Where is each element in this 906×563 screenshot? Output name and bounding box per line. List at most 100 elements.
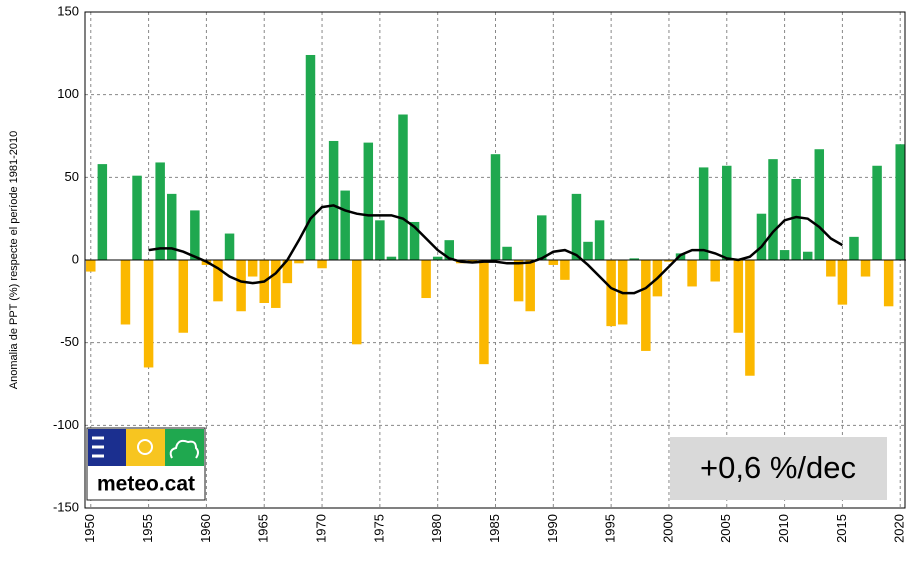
bar: [826, 260, 836, 277]
y-tick-label: 150: [57, 3, 79, 18]
bar: [155, 162, 165, 260]
bar: [710, 260, 720, 282]
bar: [571, 193, 582, 260]
bar: [502, 246, 512, 260]
bar: [398, 114, 408, 260]
bar: [895, 144, 905, 260]
bar: [294, 260, 304, 264]
bar: [444, 240, 454, 260]
bar: [213, 260, 223, 302]
bar: [328, 140, 339, 260]
bar: [733, 260, 744, 333]
y-tick-label: 100: [57, 86, 79, 101]
x-tick-label: 2010: [776, 514, 791, 543]
bar: [745, 260, 755, 376]
logo: meteo.cat: [86, 427, 206, 501]
bar: [779, 250, 790, 260]
logo-green: [165, 429, 204, 466]
bar: [409, 221, 420, 260]
x-tick-label: 1955: [140, 514, 155, 543]
x-tick-label: 2020: [892, 514, 906, 543]
bar: [537, 215, 547, 260]
bar: [282, 260, 293, 284]
bar: [351, 260, 362, 345]
bar: [271, 260, 281, 308]
annotation: +0,6 %/dec: [700, 450, 856, 485]
bar: [375, 220, 385, 260]
bar: [698, 167, 709, 260]
logo-cloud: [169, 439, 199, 459]
bar: [768, 159, 778, 260]
bar: [432, 256, 443, 260]
logo-yellow: [126, 429, 165, 466]
bar: [120, 260, 131, 325]
x-tick-label: 2000: [660, 514, 675, 543]
bar: [166, 193, 177, 260]
logo-lines: [92, 436, 104, 458]
bar: [490, 154, 501, 260]
bar: [479, 260, 489, 365]
bar: [548, 260, 559, 265]
x-tick-label: 1950: [82, 514, 97, 543]
x-tick-label: 1960: [198, 514, 213, 543]
bar: [190, 210, 200, 260]
bar: [802, 251, 813, 260]
x-tick-label: 1980: [429, 514, 444, 543]
bar: [606, 260, 616, 327]
bar: [143, 260, 154, 368]
bar: [687, 260, 697, 287]
plot-area: -150 -100 -50 0 50 100 150 1950 1955 1960 1965 1970…: [53, 3, 906, 543]
bar: [513, 260, 524, 302]
y-tick-label: -100: [53, 417, 79, 432]
x-tick-label: 1965: [256, 514, 271, 543]
bar: [560, 260, 570, 280]
bar: [340, 190, 350, 260]
x-tick-label: 2005: [718, 514, 733, 543]
x-tick-label: 1990: [545, 514, 560, 543]
bar: [247, 260, 258, 277]
trend-line: [148, 204, 844, 295]
bar: [132, 175, 142, 260]
x-tick-label: 1985: [487, 514, 502, 543]
bar: [178, 260, 189, 333]
bar: [860, 260, 871, 277]
bar: [317, 260, 327, 269]
bar: [849, 236, 859, 260]
y-tick-label: 50: [65, 169, 79, 184]
y-tick-label: -150: [53, 499, 79, 514]
logo-sun: [137, 439, 153, 455]
bar: [629, 258, 640, 260]
logo-text: meteo.cat: [97, 473, 195, 496]
bar: [583, 241, 593, 260]
bar: [641, 260, 651, 351]
bar: [756, 213, 767, 260]
bar: [421, 260, 431, 299]
bar: [594, 220, 605, 260]
x-tick-label: 1995: [603, 514, 618, 543]
bar: [386, 256, 397, 260]
bar: [236, 260, 246, 312]
bar: [467, 260, 478, 262]
x-tick-label: 1970: [313, 514, 328, 543]
bar: [525, 260, 535, 312]
bar: [837, 260, 848, 305]
bar: [97, 164, 108, 260]
x-tick-label: 1975: [371, 514, 386, 543]
bar: [363, 142, 374, 260]
bar: [224, 233, 235, 260]
bar: [722, 165, 732, 260]
bar: [883, 260, 894, 307]
y-tick-label: 0: [72, 251, 79, 266]
bar: [664, 260, 674, 262]
x-tick-label: 2015: [834, 514, 849, 543]
bar: [872, 165, 882, 260]
y-axis-label: Anomalia de PPT (%) respecte el període …: [8, 131, 20, 389]
bar: [791, 178, 801, 260]
y-tick-label: -50: [60, 334, 79, 349]
bar: [86, 260, 96, 272]
annotation-box: [670, 437, 887, 500]
bar: [305, 54, 316, 261]
plot-frame: [84, 11, 906, 509]
bar: [814, 149, 825, 260]
